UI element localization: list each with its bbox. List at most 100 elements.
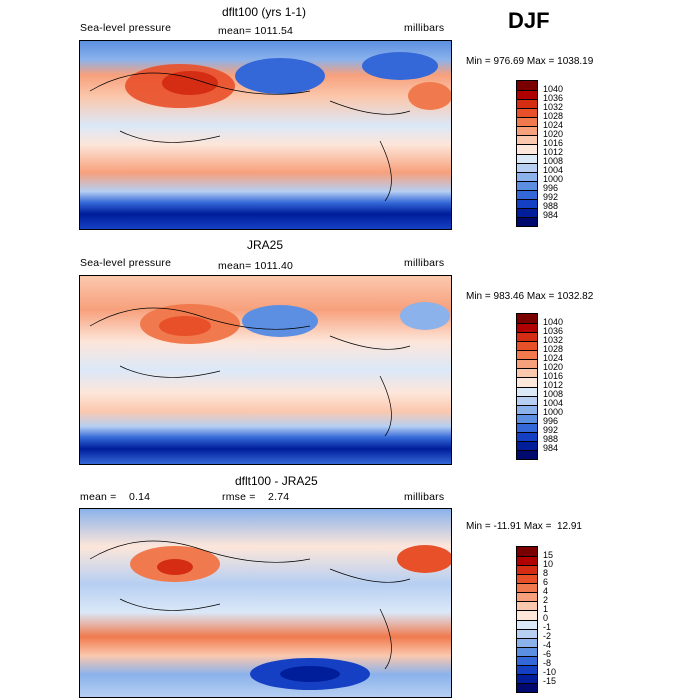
colorbar-cell xyxy=(517,592,537,602)
colorbar-cell xyxy=(517,431,537,441)
colorbar-tick-label: 1036 xyxy=(543,325,564,336)
colorbar-cell xyxy=(517,547,537,557)
colorbar-tick-label: -1 xyxy=(543,622,552,633)
colorbar-diff xyxy=(516,546,538,693)
colorbar-cell xyxy=(517,99,537,109)
colorbar-cell xyxy=(517,117,537,127)
mean-label-obs: mean= 1011.40 xyxy=(218,260,294,272)
colorbar-tick-label: 4 xyxy=(543,585,549,596)
colorbar-tick-label: 1024 xyxy=(543,352,564,363)
colorbar-cell xyxy=(517,171,537,181)
colorbar-tick-label: 1004 xyxy=(543,398,564,409)
colorbar-cell xyxy=(517,350,537,360)
colorbar-obs xyxy=(516,313,538,460)
colorbar-tick-label: 1012 xyxy=(543,147,564,157)
colorbar-tick-label: 996 xyxy=(543,416,559,427)
colorbar-cell xyxy=(517,386,537,396)
colorbar-tick-label: 1 xyxy=(543,603,549,614)
colorbar-cell xyxy=(517,153,537,163)
colorbar-tick-label: 996 xyxy=(543,183,559,194)
colorbar-tick-label: 2 xyxy=(543,594,549,605)
colorbar-tick-label: 1012 xyxy=(543,380,564,390)
colorbar-cell xyxy=(517,422,537,432)
colorbar-tick-label: 1032 xyxy=(543,101,564,112)
colorbar-tick-label: -10 xyxy=(543,667,557,678)
colorbar-tick-label: -15 xyxy=(543,676,557,687)
colorbar-cell xyxy=(517,314,537,324)
colorbar-tick-label: 984 xyxy=(543,443,559,454)
units-label-obs: millibars xyxy=(404,257,445,269)
colorbar-tick-label: 1008 xyxy=(543,156,564,167)
colorbar-tick-label: 1000 xyxy=(543,174,564,185)
colorbar-tick-label: 1020 xyxy=(543,128,564,139)
colorbar-cell xyxy=(517,673,537,683)
diff-rmse-label: rmse = 2.74 xyxy=(222,491,290,503)
colorbar-tick-label: 1004 xyxy=(543,165,564,176)
colorbar-tick-label: 1020 xyxy=(543,361,564,372)
colorbar-cell xyxy=(517,646,537,656)
colorbar-cell xyxy=(517,610,537,620)
colorbar-cell xyxy=(517,341,537,351)
map-diff-field xyxy=(80,509,451,697)
colorbar-cell xyxy=(517,332,537,342)
units-label-model: millibars xyxy=(404,22,445,34)
colorbar-tick-label: 1036 xyxy=(543,92,564,103)
colorbar-model xyxy=(516,80,538,227)
minmax-label-model: Min = 976.69 Max = 1038.19 xyxy=(466,56,594,67)
colorbar-tick-label: -6 xyxy=(543,649,552,660)
colorbar-cell xyxy=(517,81,537,91)
colorbar-cell xyxy=(517,144,537,154)
colorbar-cell xyxy=(517,323,537,333)
colorbar-cell xyxy=(517,574,537,584)
colorbar-tick-label: 988 xyxy=(543,434,559,445)
map-model-field xyxy=(80,41,451,229)
colorbar-cell xyxy=(517,198,537,208)
colorbar-tick-label: 1016 xyxy=(543,370,564,381)
minmax-label-obs: Min = 983.46 Max = 1032.82 xyxy=(466,291,594,302)
colorbar-tick-label: 0 xyxy=(543,613,549,623)
mean-label-model: mean= 1011.54 xyxy=(218,25,294,37)
map-diff xyxy=(79,508,452,698)
colorbar-cell xyxy=(517,108,537,118)
colorbar-cell xyxy=(517,377,537,387)
colorbar-tick-label: 992 xyxy=(543,192,559,203)
map-model xyxy=(79,40,452,230)
colorbar-tick-label: 1016 xyxy=(543,137,564,148)
panel-title-obs: JRA25 xyxy=(247,238,284,252)
colorbar-cell xyxy=(517,556,537,566)
colorbar-cell xyxy=(517,601,537,611)
colorbar-cell xyxy=(517,583,537,593)
colorbar-cell xyxy=(517,359,537,369)
colorbar-tick-label: 1040 xyxy=(543,316,564,327)
colorbar-cell xyxy=(517,126,537,136)
colorbar-cell xyxy=(517,682,537,692)
colorbar-cell xyxy=(517,637,537,647)
colorbar-cell xyxy=(517,395,537,405)
colorbar-tick-label: 1000 xyxy=(543,407,564,418)
colorbar-tick-label: 1040 xyxy=(543,83,564,94)
map-obs-field xyxy=(80,276,451,464)
colorbar-cell xyxy=(517,628,537,638)
colorbar-cell xyxy=(517,413,537,423)
colorbar-tick-label: 6 xyxy=(543,576,549,587)
colorbar-cell xyxy=(517,655,537,665)
colorbar-cell xyxy=(517,162,537,172)
colorbar-cell xyxy=(517,368,537,378)
colorbar-cell xyxy=(517,90,537,100)
colorbar-tick-label: 988 xyxy=(543,201,559,212)
units-label-diff: millibars xyxy=(404,491,445,503)
colorbar-tick-label: -4 xyxy=(543,640,552,651)
field-label-model: Sea-level pressure xyxy=(80,22,172,34)
colorbar-tick-label: 8 xyxy=(543,567,549,578)
colorbar-cell xyxy=(517,216,537,226)
colorbar-cell xyxy=(517,565,537,575)
panel-title-model: dflt100 (yrs 1-1) xyxy=(222,5,307,19)
season-label: DJF xyxy=(508,8,550,33)
colorbar-tick-label: 15 xyxy=(543,549,554,560)
colorbar-tick-label: 984 xyxy=(543,210,559,221)
colorbar-tick-label: 1028 xyxy=(543,110,564,121)
diff-mean-label: mean = 0.14 xyxy=(80,491,151,503)
field-label-obs: Sea-level pressure xyxy=(80,257,172,269)
colorbar-tick-label: 1032 xyxy=(543,334,564,345)
colorbar-cell xyxy=(517,404,537,414)
